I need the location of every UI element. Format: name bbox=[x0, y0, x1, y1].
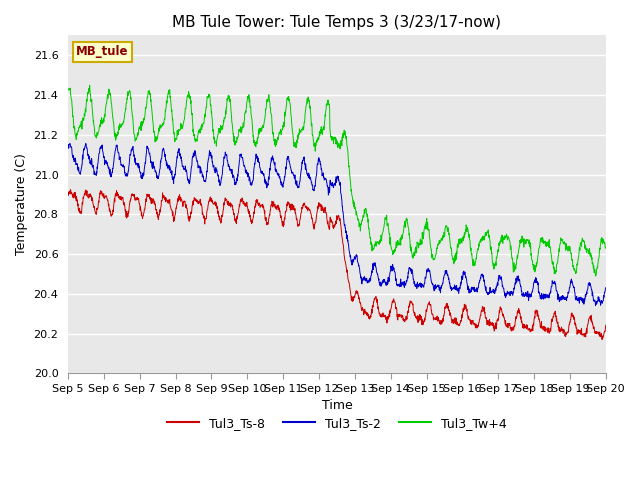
Tul3_Ts-8 bbox=[179, 201, 187, 207]
Tul3_Ts-2 bbox=[66, 141, 74, 146]
Tul3_Tw+4 bbox=[266, 99, 273, 105]
Tul3_Ts-8 bbox=[287, 207, 294, 213]
Tul3_Ts-2 bbox=[179, 163, 187, 169]
Tul3_Ts-8 bbox=[598, 336, 606, 342]
Tul3_Ts-2 bbox=[266, 170, 273, 176]
Tul3_Tw+4 bbox=[287, 106, 294, 111]
Tul3_Tw+4 bbox=[64, 87, 72, 93]
Tul3_Ts-8 bbox=[67, 187, 74, 192]
Tul3_Tw+4 bbox=[602, 244, 609, 250]
Tul3_Ts-8 bbox=[284, 199, 292, 205]
Tul3_Ts-8 bbox=[266, 212, 273, 217]
Legend: Tul3_Ts-8, Tul3_Ts-2, Tul3_Tw+4: Tul3_Ts-8, Tul3_Ts-2, Tul3_Tw+4 bbox=[163, 412, 511, 435]
Tul3_Ts-2 bbox=[284, 154, 292, 159]
Tul3_Ts-2 bbox=[602, 285, 609, 290]
Tul3_Tw+4 bbox=[179, 121, 187, 127]
Title: MB Tule Tower: Tule Temps 3 (3/23/17-now): MB Tule Tower: Tule Temps 3 (3/23/17-now… bbox=[172, 15, 501, 30]
Y-axis label: Temperature (C): Temperature (C) bbox=[15, 154, 28, 255]
X-axis label: Time: Time bbox=[321, 399, 352, 412]
Tul3_Tw+4 bbox=[95, 124, 103, 130]
Tul3_Tw+4 bbox=[592, 273, 600, 279]
Tul3_Ts-2 bbox=[592, 303, 600, 309]
Tul3_Tw+4 bbox=[284, 95, 292, 100]
Line: Tul3_Tw+4: Tul3_Tw+4 bbox=[68, 85, 605, 276]
Tul3_Ts-8 bbox=[64, 191, 72, 196]
Tul3_Ts-2 bbox=[287, 165, 294, 170]
Tul3_Ts-8 bbox=[602, 323, 609, 328]
Tul3_Ts-8 bbox=[431, 315, 439, 321]
Tul3_Ts-2 bbox=[95, 151, 103, 156]
Tul3_Ts-2 bbox=[431, 282, 439, 288]
Tul3_Tw+4 bbox=[431, 253, 439, 259]
Tul3_Ts-2 bbox=[64, 145, 72, 151]
Tul3_Tw+4 bbox=[86, 83, 93, 88]
Line: Tul3_Ts-8: Tul3_Ts-8 bbox=[68, 190, 605, 339]
Tul3_Ts-8 bbox=[95, 194, 103, 200]
Text: MB_tule: MB_tule bbox=[76, 46, 129, 59]
Line: Tul3_Ts-2: Tul3_Ts-2 bbox=[68, 144, 605, 306]
